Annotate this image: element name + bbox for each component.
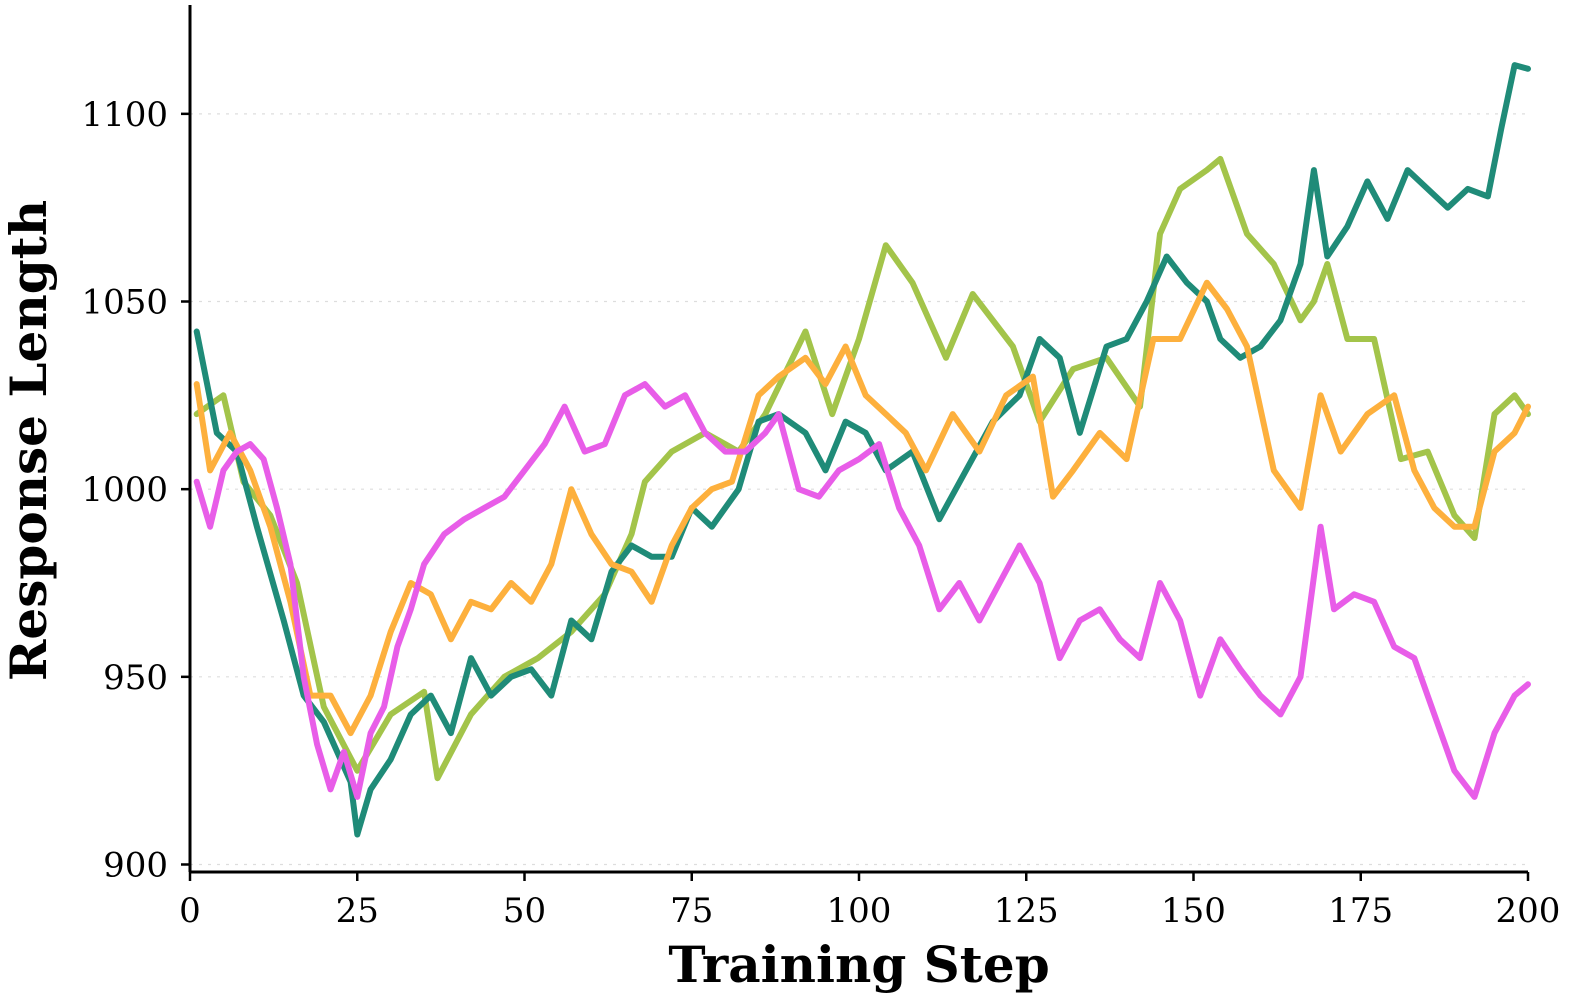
y-axis-label: Response Length (0, 200, 58, 681)
series-lines (193, 62, 1531, 838)
y-tick-label-2: 1000 (81, 470, 168, 510)
x-tick-label-0: 0 (179, 891, 201, 931)
series-line-0 (193, 155, 1531, 782)
x-tick-label-2: 50 (503, 891, 546, 931)
series-line-3 (193, 381, 1531, 800)
tick-marks: 0 25 50 75 100 125 150 175 200 900 950 1000 1050 1100 (81, 95, 1560, 931)
x-tick-label-7: 175 (1328, 891, 1393, 931)
x-tick-label-3: 75 (670, 891, 713, 931)
x-tick-label-1: 25 (336, 891, 379, 931)
grid-lines (190, 113, 1528, 866)
series-line-2 (193, 279, 1531, 737)
x-tick-label-5: 125 (994, 891, 1059, 931)
x-tick-label-8: 200 (1496, 891, 1561, 931)
y-tick-label-0: 900 (103, 845, 168, 885)
x-axis-label: Training Step (668, 935, 1049, 994)
y-tick-label-4: 1100 (81, 95, 168, 135)
x-tick-label-4: 100 (827, 891, 892, 931)
x-tick-label-6: 150 (1161, 891, 1226, 931)
y-tick-label-3: 1050 (81, 283, 168, 323)
y-tick-label-1: 950 (103, 658, 168, 698)
axes (188, 5, 1528, 874)
series-line-1 (193, 62, 1531, 838)
